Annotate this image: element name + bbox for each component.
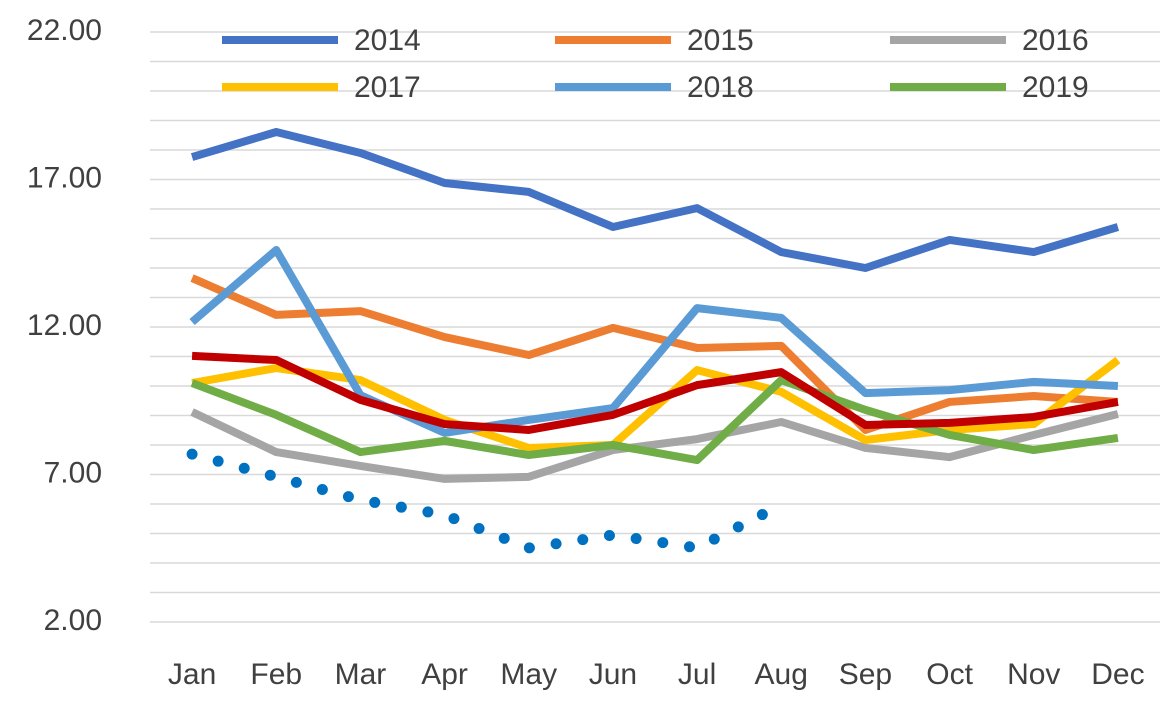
legend-label: 2017	[354, 71, 421, 104]
x-tick-label: May	[500, 658, 557, 691]
legend-label: 2014	[354, 24, 421, 57]
x-tick-label: Jan	[168, 658, 216, 691]
y-tick-label: 22.00	[27, 14, 102, 47]
y-tick-label: 2.00	[44, 604, 102, 637]
x-tick-label: Apr	[421, 658, 468, 691]
y-tick-label: 7.00	[44, 456, 102, 489]
series-line	[190, 274, 1119, 434]
legend-label: 2015	[687, 24, 754, 57]
series-line	[190, 376, 1119, 465]
series-line	[190, 128, 1120, 272]
series-line	[190, 408, 1119, 483]
x-tick-label: Jun	[589, 658, 637, 691]
x-tick-label: Mar	[335, 658, 387, 691]
x-tick-label: Oct	[926, 658, 973, 691]
x-tick-label: Nov	[1007, 658, 1060, 691]
series-line	[189, 246, 1119, 437]
y-tick-label: 17.00	[27, 161, 102, 194]
x-tick-label: Dec	[1091, 658, 1144, 691]
x-tick-label: Sep	[839, 658, 892, 691]
legend-label: 2019	[1022, 71, 1089, 104]
y-tick-label: 12.00	[27, 309, 102, 342]
series-line	[191, 351, 1119, 434]
legend-label: 2016	[1022, 24, 1089, 57]
x-tick-label: Aug	[755, 658, 808, 691]
x-tick-label: Feb	[250, 658, 302, 691]
x-tick-label: Jul	[678, 658, 716, 691]
legend-label: 2018	[687, 71, 754, 104]
